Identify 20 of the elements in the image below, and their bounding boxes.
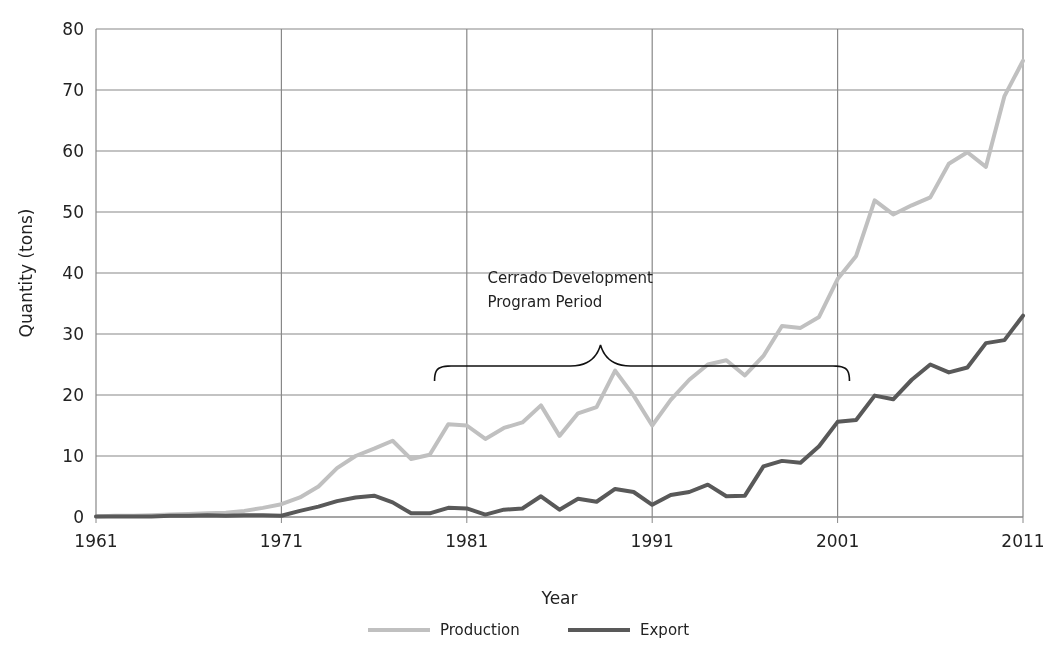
y-tick-label: 60 — [62, 141, 84, 161]
x-tick-label: 2011 — [1001, 531, 1044, 551]
x-tick-label: 1971 — [259, 531, 304, 551]
x-tick-label: 1991 — [630, 531, 674, 551]
y-tick-label: 30 — [62, 324, 84, 344]
x-tick-label: 2001 — [815, 531, 860, 551]
y-tick-label: 20 — [62, 385, 84, 405]
y-tick-label: 70 — [62, 80, 84, 100]
y-tick-label: 0 — [73, 507, 84, 527]
x-tick-label: 1981 — [445, 531, 489, 551]
legend-label: Export — [640, 621, 690, 639]
annotation: Cerrado Development Program Period — [487, 269, 654, 311]
y-tick-label: 50 — [62, 202, 84, 222]
legend-label: Production — [440, 621, 520, 639]
y-tick-label: 80 — [62, 19, 84, 39]
x-axis-title: Year — [540, 588, 578, 608]
y-tick-label: 10 — [62, 446, 84, 466]
y-tick-label: 40 — [62, 263, 84, 283]
y-axis-title: Quantity (tons) — [16, 208, 36, 338]
x-tick-label: 1961 — [74, 531, 118, 551]
